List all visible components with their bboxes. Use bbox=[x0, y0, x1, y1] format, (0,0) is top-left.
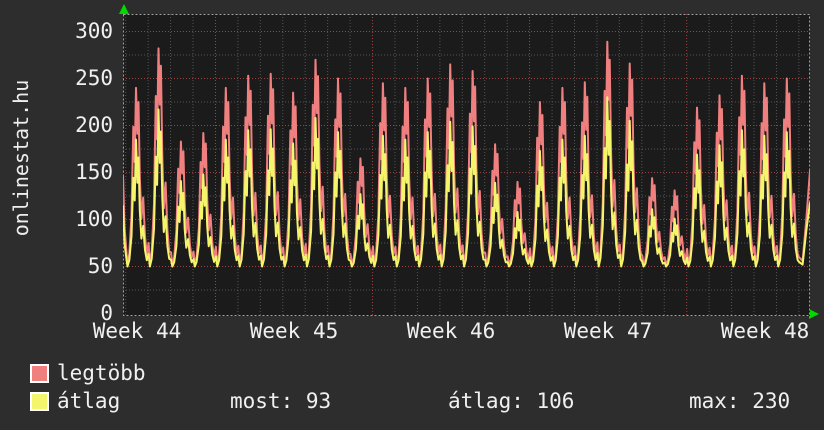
y-axis-arrow-icon bbox=[119, 4, 129, 14]
y-tick-200: 200 bbox=[75, 113, 113, 137]
x-axis-arrow-icon bbox=[809, 309, 819, 319]
x-label-week-48: Week 48 bbox=[720, 319, 810, 343]
y-tick-150: 150 bbox=[75, 160, 113, 184]
stat-max-value: 230 bbox=[752, 389, 791, 413]
y-tick-250: 250 bbox=[75, 66, 113, 90]
stat-most-value: 93 bbox=[305, 389, 332, 413]
y-tick-50: 50 bbox=[87, 254, 113, 278]
stat-atlag-value: 106 bbox=[536, 389, 575, 413]
y-tick-0: 0 bbox=[100, 301, 113, 325]
stat-max: max: 230 bbox=[689, 389, 790, 413]
stat-atlag-label: átlag: bbox=[448, 389, 524, 413]
x-label-week-46: Week 46 bbox=[406, 319, 496, 343]
site-watermark: onlinestat.hu bbox=[9, 79, 33, 237]
stat-most: most: 93 bbox=[230, 389, 331, 413]
legend-label-legtobb: legtöbb bbox=[57, 361, 146, 385]
legend-swatch-legtobb bbox=[30, 364, 49, 383]
x-label-week-44: Week 44 bbox=[92, 319, 182, 343]
x-label-week-47: Week 47 bbox=[563, 319, 653, 343]
x-label-week-45: Week 45 bbox=[249, 319, 339, 343]
y-tick-100: 100 bbox=[75, 207, 113, 231]
plot-area bbox=[123, 14, 810, 316]
y-tick-300: 300 bbox=[75, 19, 113, 43]
chart-canvas bbox=[123, 14, 810, 316]
stat-atlag: átlag: 106 bbox=[448, 389, 574, 413]
legend-swatch-atlag bbox=[30, 392, 49, 411]
legend-label-atlag: átlag bbox=[57, 389, 121, 413]
stat-max-label: max: bbox=[689, 389, 740, 413]
stat-most-label: most: bbox=[230, 389, 294, 413]
